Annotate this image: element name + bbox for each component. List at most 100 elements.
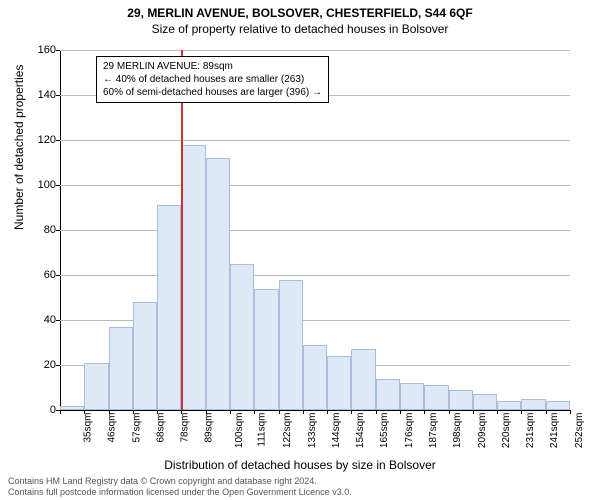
x-tick-label: 176sqm: [404, 413, 415, 449]
x-tick-label: 209sqm: [477, 413, 488, 449]
x-tick-label: 231sqm: [525, 413, 536, 449]
x-tick-mark: [546, 410, 547, 414]
x-tick-mark: [497, 410, 498, 414]
y-tick-mark: [56, 185, 60, 186]
histogram-bar: [157, 205, 181, 410]
y-tick-label: 0: [26, 404, 56, 416]
x-tick-label: 154sqm: [355, 413, 366, 449]
histogram-bar: [497, 401, 521, 410]
histogram-bar: [60, 406, 84, 411]
x-tick-label: 165sqm: [380, 413, 391, 449]
x-tick-label: 198sqm: [452, 413, 463, 449]
x-tick-label: 220sqm: [501, 413, 512, 449]
x-tick-mark: [230, 410, 231, 414]
x-tick-label: 68sqm: [155, 413, 166, 443]
x-tick-mark: [376, 410, 377, 414]
y-tick-mark: [56, 275, 60, 276]
x-tick-label: 46sqm: [107, 413, 118, 443]
histogram-bar: [230, 264, 254, 410]
x-tick-label: 144sqm: [331, 413, 342, 449]
x-tick-mark: [254, 410, 255, 414]
x-axis-label: Distribution of detached houses by size …: [0, 458, 600, 472]
gridline: [60, 275, 570, 276]
x-tick-label: 241sqm: [550, 413, 561, 449]
gridline: [60, 410, 570, 411]
histogram-bar: [327, 356, 351, 410]
y-tick-mark: [56, 320, 60, 321]
y-tick-label: 140: [26, 89, 56, 101]
y-tick-mark: [56, 50, 60, 51]
gridline: [60, 140, 570, 141]
reference-marker-line: [181, 50, 183, 410]
x-tick-label: 133sqm: [307, 413, 318, 449]
footer-attribution: Contains HM Land Registry data © Crown c…: [8, 476, 352, 498]
x-tick-mark: [279, 410, 280, 414]
x-tick-mark: [521, 410, 522, 414]
histogram-bar: [351, 349, 375, 410]
histogram-bar: [400, 383, 424, 410]
y-tick-label: 40: [26, 314, 56, 326]
x-tick-label: 100sqm: [234, 413, 245, 449]
x-tick-mark: [351, 410, 352, 414]
histogram-bar: [133, 302, 157, 410]
y-tick-label: 20: [26, 359, 56, 371]
x-tick-label: 78sqm: [180, 413, 191, 443]
y-tick-label: 100: [26, 179, 56, 191]
y-tick-mark: [56, 230, 60, 231]
y-tick-mark: [56, 95, 60, 96]
histogram-bar: [521, 399, 545, 410]
histogram-bar: [109, 327, 133, 410]
gridline: [60, 185, 570, 186]
x-tick-mark: [473, 410, 474, 414]
x-tick-mark: [109, 410, 110, 414]
x-tick-mark: [181, 410, 182, 414]
x-tick-mark: [400, 410, 401, 414]
annotation-line: ← 40% of detached houses are smaller (26…: [103, 73, 322, 86]
marker-annotation: 29 MERLIN AVENUE: 89sqm ← 40% of detache…: [96, 56, 329, 103]
x-tick-label: 122sqm: [282, 413, 293, 449]
histogram-bar: [473, 394, 497, 410]
x-tick-mark: [133, 410, 134, 414]
histogram-bar: [181, 145, 205, 411]
histogram-bar: [546, 401, 570, 410]
histogram-chart: 02040608010012014016035sqm46sqm57sqm68sq…: [60, 50, 570, 410]
y-tick-label: 160: [26, 44, 56, 56]
gridline: [60, 50, 570, 51]
histogram-bar: [206, 158, 230, 410]
y-tick-label: 60: [26, 269, 56, 281]
footer-line: Contains HM Land Registry data © Crown c…: [8, 476, 352, 487]
y-axis-label: Number of detached properties: [12, 65, 26, 230]
y-tick-mark: [56, 140, 60, 141]
x-tick-mark: [424, 410, 425, 414]
x-tick-mark: [60, 410, 61, 414]
x-tick-mark: [327, 410, 328, 414]
histogram-bar: [376, 379, 400, 411]
y-tick-label: 80: [26, 224, 56, 236]
x-tick-mark: [84, 410, 85, 414]
annotation-line: 29 MERLIN AVENUE: 89sqm: [103, 60, 322, 73]
y-tick-label: 120: [26, 134, 56, 146]
x-tick-label: 252sqm: [574, 413, 585, 449]
annotation-line: 60% of semi-detached houses are larger (…: [103, 86, 322, 99]
x-tick-label: 57sqm: [131, 413, 142, 443]
page-title: 29, MERLIN AVENUE, BOLSOVER, CHESTERFIEL…: [0, 0, 600, 20]
histogram-bar: [303, 345, 327, 410]
histogram-bar: [449, 390, 473, 410]
x-tick-label: 35sqm: [83, 413, 94, 443]
x-tick-mark: [449, 410, 450, 414]
x-tick-label: 187sqm: [428, 413, 439, 449]
histogram-bar: [254, 289, 278, 411]
footer-line: Contains full postcode information licen…: [8, 487, 352, 498]
x-tick-label: 89sqm: [204, 413, 215, 443]
x-tick-mark: [206, 410, 207, 414]
page-subtitle: Size of property relative to detached ho…: [0, 20, 600, 36]
x-tick-mark: [157, 410, 158, 414]
histogram-bar: [84, 363, 108, 410]
y-tick-mark: [56, 365, 60, 366]
histogram-bar: [279, 280, 303, 411]
histogram-bar: [424, 385, 448, 410]
gridline: [60, 230, 570, 231]
x-tick-mark: [303, 410, 304, 414]
x-tick-label: 111sqm: [257, 413, 268, 447]
x-tick-mark: [570, 410, 571, 414]
